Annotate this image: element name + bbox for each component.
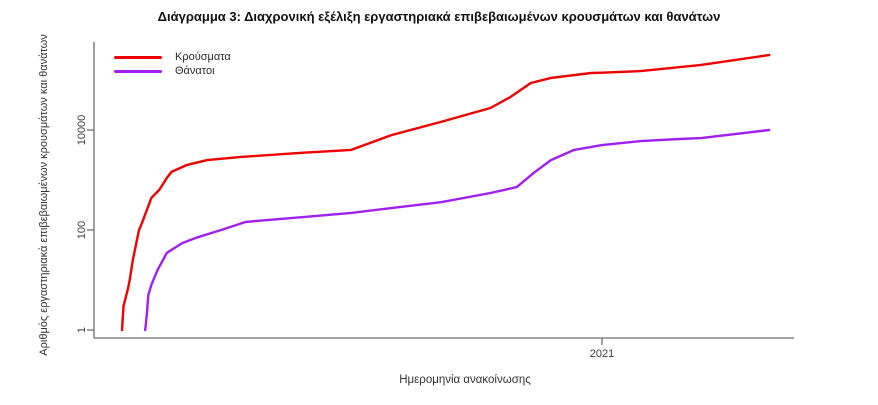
x-axis-label: Ημερομηνία ανακοίνωσης — [399, 374, 531, 386]
y-tick-label: 100 — [76, 221, 88, 239]
deaths-line — [143, 128, 771, 332]
legend-label-deaths: Θάνατοι — [175, 65, 215, 77]
cases-line — [120, 53, 771, 332]
legend: Κρούσματα Θάνατοι — [114, 50, 231, 78]
y-tick-label: 1 — [76, 327, 88, 333]
legend-label-cases: Κρούσματα — [175, 51, 231, 63]
x-tick-label: 2021 — [590, 348, 614, 360]
chart-title: Διάγραμμα 3: Διαχρονική εξέλιξη εργαστηρ… — [157, 9, 721, 24]
axis-lines — [93, 42, 794, 339]
legend-row-cases: Κρούσματα — [114, 50, 231, 64]
cases-line-swatch — [114, 55, 162, 59]
y-tick-label: 10000 — [76, 115, 88, 146]
legend-row-deaths: Θάνατοι — [114, 64, 231, 78]
deaths-line-swatch — [114, 69, 162, 73]
